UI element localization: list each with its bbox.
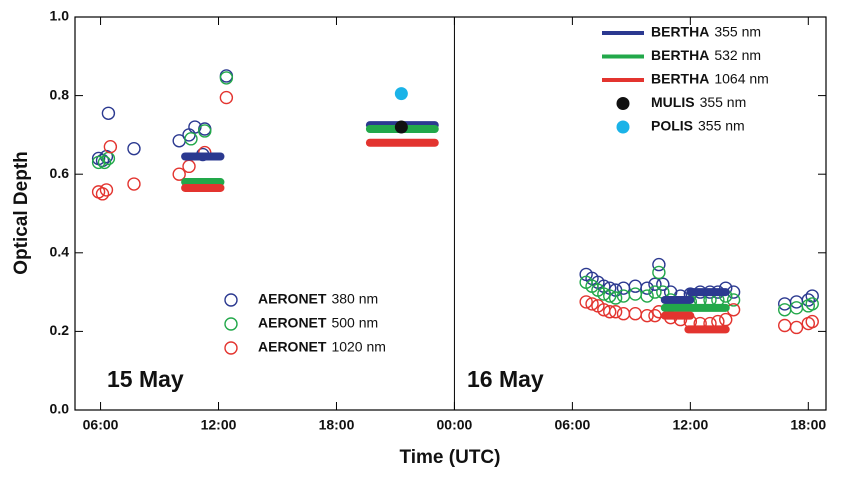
data-point (719, 312, 733, 327)
data-point (103, 139, 118, 154)
y-tick-label: 0.8 (50, 86, 70, 102)
legend-label: MULIS (651, 94, 695, 110)
legend-label: BERTHA (651, 47, 709, 63)
legend-label: 1020 nm (331, 339, 385, 355)
data-point (184, 132, 198, 146)
data-point (182, 159, 196, 174)
legend-label: 500 nm (331, 315, 378, 331)
y-tick-label: 0.4 (50, 244, 70, 260)
data-point (652, 257, 666, 272)
data-point (805, 297, 819, 311)
legend-label: 532 nm (714, 47, 761, 63)
data-point (97, 155, 112, 170)
data-point (127, 141, 141, 156)
data-point (648, 277, 662, 291)
y-tick-label: 0.6 (50, 165, 70, 181)
data-point (640, 289, 654, 303)
legend-label: AERONET (258, 291, 327, 307)
data-point (616, 289, 631, 303)
data-point (628, 287, 643, 301)
legend-label: AERONET (258, 339, 327, 355)
legend-marker (224, 293, 238, 307)
data-point (640, 281, 654, 295)
y-axis-label: Optical Depth (11, 151, 32, 275)
data-point (603, 289, 617, 303)
data-point (608, 291, 623, 305)
legend-label: AERONET (258, 315, 327, 331)
data-point (219, 71, 234, 85)
data-point (603, 305, 617, 319)
plot-frame (74, 16, 827, 411)
legend-marker (224, 317, 238, 331)
data-point (127, 177, 141, 191)
y-tick-label: 0.2 (50, 322, 70, 338)
data-point (95, 187, 110, 201)
data-point (99, 183, 114, 197)
x-tick-label: 12:00 (672, 417, 708, 433)
data-point (805, 314, 819, 329)
x-tick-label: 00:00 (437, 417, 473, 433)
data-point (579, 295, 593, 309)
data-point (101, 106, 116, 120)
data-point (628, 307, 643, 321)
legend-label: 355 nm (698, 118, 745, 134)
x-tick-label: 18:00 (319, 417, 355, 433)
data-point (778, 318, 792, 333)
legend-label: BERTHA (651, 24, 709, 40)
y-tick-label: 1.0 (50, 8, 70, 24)
legend-marker (616, 120, 630, 134)
data-point (219, 90, 234, 105)
data-point (801, 293, 816, 307)
data-point (648, 285, 662, 299)
legend-label: 380 nm (331, 291, 378, 307)
data-point (616, 307, 631, 321)
data-point (394, 120, 408, 134)
data-point (198, 124, 212, 138)
y-tick-label: 0.0 (50, 401, 70, 417)
data-point (585, 297, 599, 311)
x-axis-label: Time (UTC) (400, 447, 501, 468)
data-point (172, 167, 186, 181)
data-point (640, 308, 654, 323)
legend-marker (224, 341, 238, 355)
data-point (597, 287, 611, 301)
legend-label: POLIS (651, 118, 693, 134)
legend-label: 1064 nm (714, 71, 768, 87)
data-point (394, 87, 408, 101)
legend-label: BERTHA (651, 71, 709, 87)
x-tick-label: 06:00 (554, 417, 590, 433)
x-tick-label: 06:00 (83, 417, 119, 433)
data-point (608, 305, 623, 319)
legend-label: 355 nm (700, 94, 747, 110)
data-point (726, 293, 741, 307)
x-tick-label: 12:00 (201, 417, 237, 433)
data-point (652, 265, 666, 280)
x-tick-label: 18:00 (790, 417, 826, 433)
data-point (656, 277, 670, 291)
annotation: 16 May (467, 366, 544, 392)
legend-marker (616, 97, 630, 110)
data-point (789, 320, 804, 335)
legend-label: 355 nm (714, 24, 761, 40)
annotation: 15 May (107, 366, 184, 392)
